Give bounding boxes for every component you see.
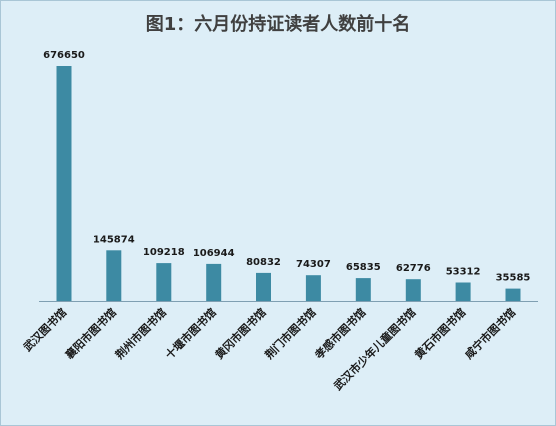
category-label: 武汉图书馆 [20, 305, 69, 354]
bar [405, 279, 421, 301]
bar [305, 275, 321, 301]
data-label: 35585 [496, 273, 531, 284]
category-label: 黄石市图书馆 [412, 305, 469, 362]
data-label: 80832 [246, 257, 281, 268]
category-label: 十堰市图书馆 [162, 305, 219, 362]
category-label: 荆门市图书馆 [262, 305, 319, 362]
data-label: 74307 [296, 259, 331, 270]
category-label: 孝感市图书馆 [311, 305, 368, 362]
category-label: 武汉市少年儿童图书馆 [331, 305, 419, 393]
data-label: 65835 [346, 262, 381, 273]
category-label: 襄阳市图书馆 [62, 305, 119, 362]
bar [455, 282, 471, 301]
data-label: 53312 [446, 267, 481, 278]
data-label: 62776 [396, 263, 431, 274]
data-label: 145874 [93, 234, 135, 245]
data-label: 106944 [193, 248, 235, 259]
bar [505, 288, 521, 301]
bar [56, 66, 72, 301]
bar [206, 263, 222, 301]
bar [156, 263, 172, 301]
data-label: 109218 [143, 247, 185, 258]
category-label: 黄冈市图书馆 [212, 305, 269, 362]
chart-title: 图1：六月份持证读者人数前十名 [145, 14, 411, 35]
bar [355, 278, 371, 301]
data-label: 676650 [43, 50, 85, 61]
bar [256, 272, 271, 301]
category-label: 咸宁市图书馆 [462, 305, 519, 362]
category-label: 荆州市图书馆 [112, 305, 169, 362]
bar [106, 250, 122, 301]
